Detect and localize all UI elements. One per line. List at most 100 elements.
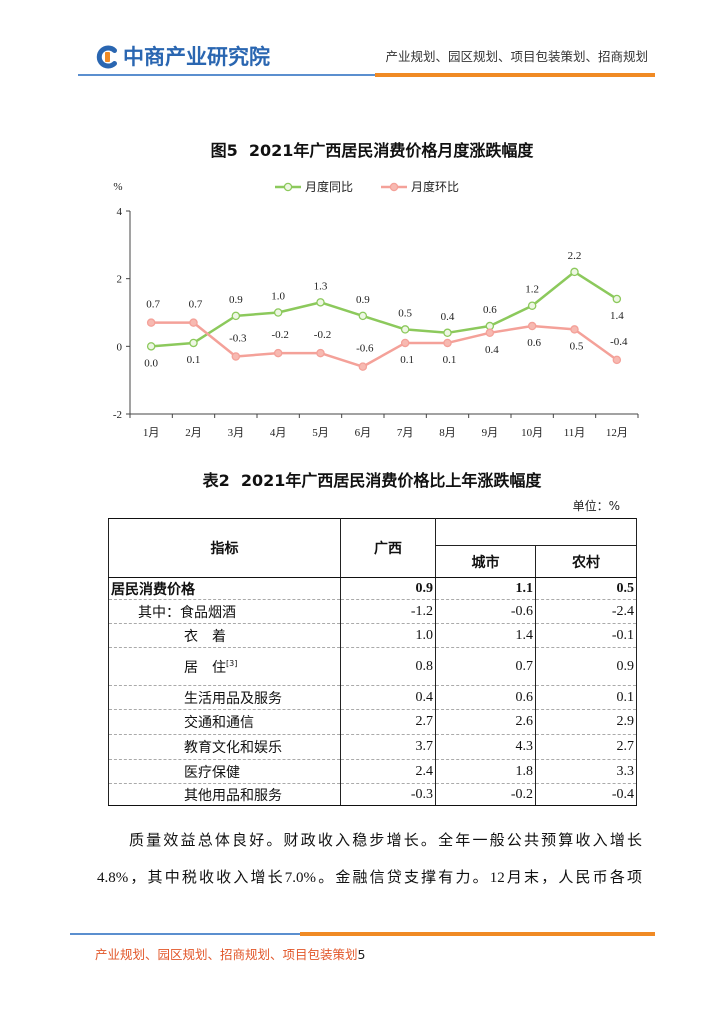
legend-marker-mom — [389, 182, 399, 192]
table-row: 居民消费价格 0.9 1.1 0.5 — [108, 577, 637, 600]
legend-label-mom: 月度环比 — [411, 179, 459, 194]
data-label-yoy: 1.0 — [271, 291, 285, 303]
data-label-mom: 0.7 — [146, 299, 160, 311]
data-point-yoy — [443, 328, 452, 338]
header-indicator: 指标 — [108, 518, 341, 578]
cell-urban: 1.8 — [435, 759, 536, 784]
table-unit-label: 单位：% — [572, 499, 620, 513]
row-label: 生活用品及服务 — [108, 685, 341, 710]
legend-marker-yoy — [283, 182, 293, 192]
data-label-yoy: 0.1 — [187, 354, 201, 366]
cell-rural: -0.1 — [535, 623, 637, 648]
x-tick-label: 10月 — [521, 427, 543, 439]
row-label: 衣 着 — [108, 623, 341, 648]
table-row: 居 住[3] 0.8 0.7 0.9 — [108, 647, 637, 686]
cell-rural: -2.4 — [535, 599, 637, 624]
cell-guangxi: 2.7 — [340, 709, 436, 735]
data-label-mom: 0.6 — [527, 337, 541, 349]
x-tick-label: 1月 — [143, 427, 160, 439]
data-point-mom — [358, 362, 368, 371]
header-divider-blue — [78, 74, 375, 76]
cell-guangxi: 1.0 — [340, 623, 436, 648]
row-label: 居 住 — [184, 659, 226, 676]
footer: 产业规划、园区规划、招商规划、项目包装策划5 — [95, 947, 365, 963]
x-tick-label: 12月 — [606, 427, 628, 439]
data-point-yoy — [146, 342, 156, 351]
data-label-yoy: 2.2 — [568, 250, 582, 262]
y-tick-label: 4 — [117, 206, 123, 218]
cell-rural: 0.5 — [535, 577, 637, 600]
data-label-yoy: 1.4 — [610, 310, 624, 322]
row-label: 医疗保健 — [108, 759, 341, 784]
data-point-mom — [273, 348, 283, 358]
data-point-yoy — [189, 338, 198, 348]
cell-guangxi: 3.7 — [340, 734, 436, 760]
data-label-mom: 0.4 — [485, 344, 499, 356]
x-tick-label: 11月 — [564, 427, 586, 439]
data-point-yoy — [273, 308, 283, 317]
x-tick-label: 7月 — [397, 427, 414, 439]
x-tick-label: 3月 — [228, 427, 245, 439]
cell-urban: -0.2 — [435, 783, 536, 806]
data-point-mom — [146, 318, 156, 327]
table-row: 教育文化和娱乐 3.7 4.3 2.7 — [108, 734, 637, 760]
brand-logo: 中商产业研究院 — [94, 43, 270, 71]
y-tick-label: 0 — [117, 341, 123, 353]
series-line-yoy — [151, 270, 618, 348]
row-label: 其中：食品烟酒 — [108, 599, 341, 624]
y-tick-label: -2 — [113, 409, 122, 421]
data-label-mom: 0.7 — [189, 299, 203, 311]
cpi-monthly-line-chart: -2 0 2 4 1月 2月 3月 4月 5月 6月 7月 8月 9月 10月 11月 12月% 月度同比 0.0… — [113, 179, 639, 439]
x-tick-label: 4月 — [270, 427, 287, 439]
data-label-mom: -0.2 — [314, 329, 331, 341]
cell-rural: 0.9 — [535, 647, 637, 686]
cell-rural: 0.1 — [535, 685, 637, 710]
paragraph-line: 4.8%，其中税收收入增长7.0%。金融信贷支撑有力。12月末，人民币各项 — [97, 870, 642, 886]
table-row: 生活用品及服务 0.4 0.6 0.1 — [108, 685, 637, 710]
cell-rural: 2.9 — [535, 709, 637, 735]
paragraph-line: 质量效益总体良好。财政收入稳步增长。全年一般公共预算收入增长 — [129, 833, 642, 849]
table-row: 其中：食品烟酒 -1.2 -0.6 -2.4 — [108, 599, 637, 624]
data-point-yoy — [358, 311, 368, 321]
row-label: 居民消费价格 — [108, 577, 341, 600]
data-label-mom: 0.1 — [400, 354, 414, 366]
footer-tagline: 产业规划、园区规划、招商规划、项目包装策划 — [95, 947, 358, 962]
data-label-mom: 0.5 — [570, 340, 584, 352]
footnote-marker: [3] — [226, 658, 238, 668]
legend-label-yoy: 月度同比 — [305, 179, 353, 194]
data-point-mom — [189, 318, 198, 327]
cell-rural: -0.4 — [535, 783, 637, 806]
body-paragraph: 质量效益总体良好。财政收入稳步增长。全年一般公共预算收入增长 4.8%，其中税收… — [97, 828, 642, 902]
cpi-annual-table: 指标 广西 城市 农村 居民消费价格 0.9 1.1 0.5 其中：食品烟酒 -… — [108, 518, 637, 806]
data-point-mom — [400, 338, 410, 348]
table-row: 衣 着 1.0 1.4 -0.1 — [108, 623, 637, 648]
footer-divider-orange — [300, 932, 655, 936]
data-label-yoy: 0.5 — [398, 307, 412, 319]
data-point-yoy — [400, 325, 410, 334]
data-label-mom: 0.1 — [443, 354, 457, 366]
data-label-mom: -0.3 — [229, 332, 247, 344]
row-label: 交通和通信 — [108, 709, 341, 735]
page-number: 5 — [357, 947, 366, 962]
data-point-mom — [612, 355, 622, 365]
cell-rural: 3.3 — [535, 759, 637, 784]
data-point-mom — [570, 325, 579, 334]
cell-guangxi: 0.4 — [340, 685, 436, 710]
header-urban: 城市 — [435, 545, 536, 578]
cell-urban: 0.7 — [435, 647, 536, 686]
table-subheader-row: 城市 农村 — [109, 545, 637, 578]
data-label-yoy: 0.9 — [229, 294, 243, 306]
data-point-mom — [231, 352, 241, 361]
cell-guangxi: -1.2 — [340, 599, 436, 624]
row-label: 其他用品和服务 — [108, 783, 341, 806]
series-line-mom — [151, 321, 618, 368]
data-point-yoy — [231, 311, 241, 321]
data-label-mom: -0.2 — [271, 329, 288, 341]
header-rural: 农村 — [535, 545, 637, 578]
table-row: 医疗保健 2.4 1.8 3.3 — [108, 759, 637, 784]
table-row: 其他用品和服务 -0.3 -0.2 -0.4 — [108, 783, 637, 806]
cell-urban: 0.6 — [435, 685, 536, 710]
header-guangxi: 广西 — [340, 518, 436, 578]
data-point-yoy — [527, 301, 537, 310]
